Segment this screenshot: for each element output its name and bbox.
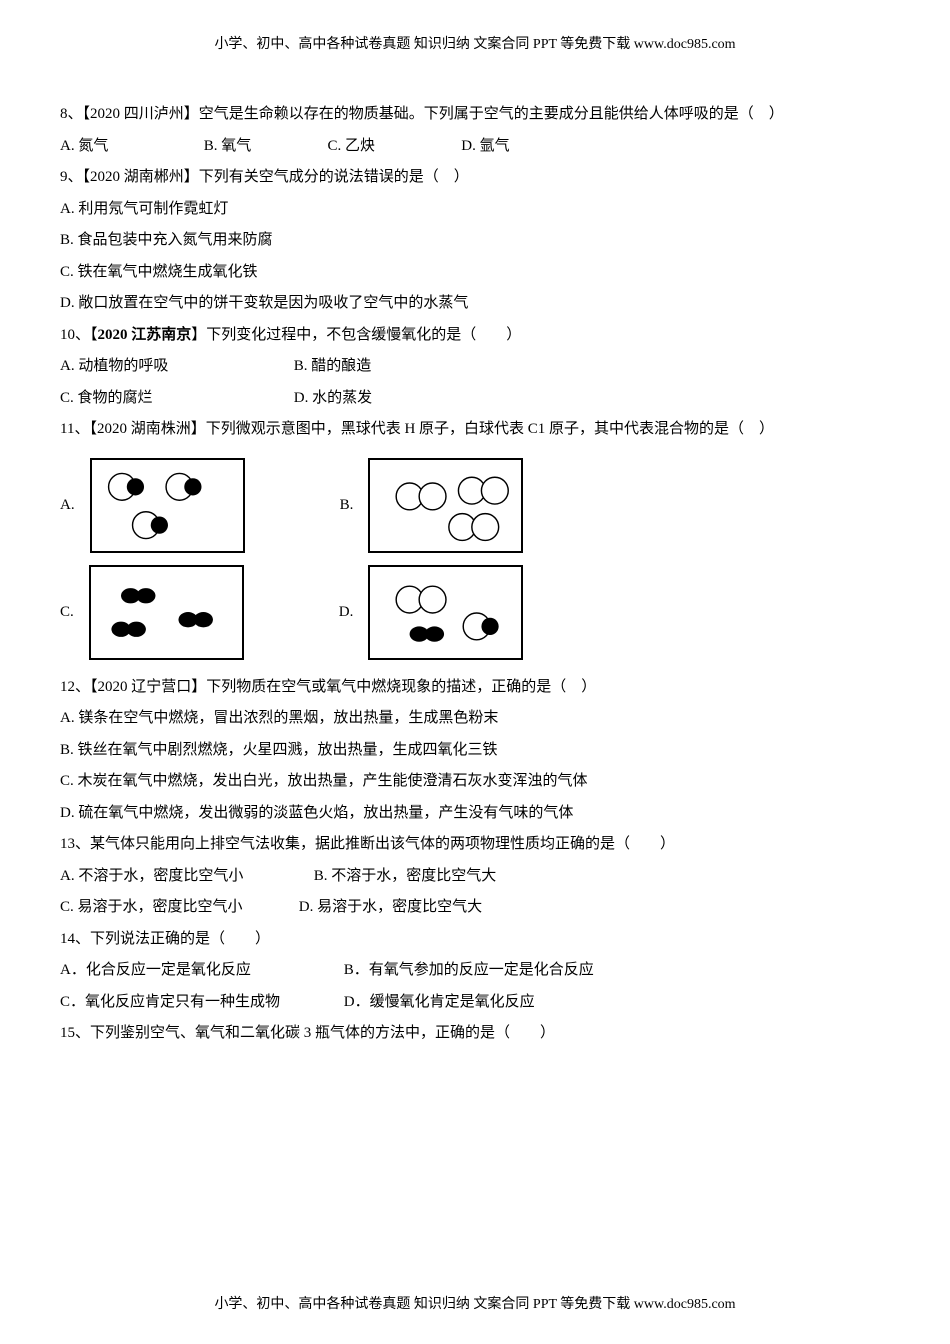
q8-optA: A. 氮气 <box>60 131 200 163</box>
q13-row2: C. 易溶于水，密度比空气小 D. 易溶于水，密度比空气大 <box>60 892 890 924</box>
q10-optB: B. 醋的酿造 <box>294 358 372 374</box>
q10-row1: A. 动植物的呼吸 B. 醋的酿造 <box>60 351 890 383</box>
q12-optA: A. 镁条在空气中燃烧，冒出浓烈的黑烟，放出热量，生成黑色粉末 <box>60 703 890 735</box>
q10-row2: C. 食物的腐烂 D. 水的蒸发 <box>60 383 890 415</box>
page-footer: 小学、初中、高中各种试卷真题 知识归纳 文案合同 PPT 等免费下载 www.d… <box>0 1290 950 1319</box>
q13-optC: C. 易溶于水，密度比空气小 <box>60 892 295 924</box>
q14-row1: A．化合反应一定是氧化反应 B．有氧气参加的反应一定是化合反应 <box>60 955 890 987</box>
q10-optD: D. 水的蒸发 <box>294 390 372 406</box>
q14-optD: D．缓慢氧化肯定是氧化反应 <box>344 994 535 1010</box>
q11-labelC: C. <box>60 597 74 629</box>
q13-optB: B. 不溶于水，密度比空气大 <box>314 868 497 884</box>
q11-labelB: B. <box>340 490 354 522</box>
q10-text: 10、【2020 江苏南京】下列变化过程中，不包含缓慢氧化的是（ ） <box>60 320 890 352</box>
q11-row2: C. D. <box>60 565 890 660</box>
q14-optA: A．化合反应一定是氧化反应 <box>60 955 340 987</box>
q10-optA: A. 动植物的呼吸 <box>60 351 290 383</box>
q11-diagramC <box>89 565 244 660</box>
q8-optB: B. 氧气 <box>204 131 324 163</box>
q13-optA: A. 不溶于水，密度比空气小 <box>60 861 310 893</box>
q10-suffix: 】下列变化过程中，不包含缓慢氧化的是（ ） <box>191 327 521 343</box>
q8-options: A. 氮气 B. 氧气 C. 乙炔 D. 氩气 <box>60 131 890 163</box>
q12-optB: B. 铁丝在氧气中剧烈燃烧，火星四溅，放出热量，生成四氧化三铁 <box>60 735 890 767</box>
q14-text: 14、下列说法正确的是（ ） <box>60 924 890 956</box>
q9-optD: D. 敞口放置在空气中的饼干变软是因为吸收了空气中的水蒸气 <box>60 288 890 320</box>
q11-row1: A. B. <box>60 458 890 553</box>
q8-text: 8、【2020 四川泸州】空气是生命赖以存在的物质基础。下列属于空气的主要成分且… <box>60 99 890 131</box>
q11-labelA: A. <box>60 490 75 522</box>
q15-text: 15、下列鉴别空气、氧气和二氧化碳 3 瓶气体的方法中，正确的是（ ） <box>60 1018 890 1050</box>
q10-bold: 2020 江苏南京 <box>98 327 192 343</box>
q9-text: 9、【2020 湖南郴州】下列有关空气成分的说法错误的是（ ） <box>60 162 890 194</box>
q11-diagramD <box>368 565 523 660</box>
q14-optB: B．有氧气参加的反应一定是化合反应 <box>344 962 594 978</box>
q13-text: 13、某气体只能用向上排空气法收集，据此推断出该气体的两项物理性质均正确的是（ … <box>60 829 890 861</box>
q11-text: 11、【2020 湖南株洲】下列微观示意图中，黑球代表 H 原子，白球代表 C1… <box>60 414 890 446</box>
content-area: 8、【2020 四川泸州】空气是生命赖以存在的物质基础。下列属于空气的主要成分且… <box>60 99 890 1050</box>
q9-optA: A. 利用氖气可制作霓虹灯 <box>60 194 890 226</box>
q9-optC: C. 铁在氧气中燃烧生成氧化铁 <box>60 257 890 289</box>
q10-optC: C. 食物的腐烂 <box>60 383 290 415</box>
q12-optC: C. 木炭在氧气中燃烧，发出白光，放出热量，产生能使澄清石灰水变浑浊的气体 <box>60 766 890 798</box>
q11-labelD: D. <box>339 597 354 629</box>
q13-optD: D. 易溶于水，密度比空气大 <box>299 899 482 915</box>
q8-optC: C. 乙炔 <box>328 131 458 163</box>
q9-optB: B. 食品包装中充入氮气用来防腐 <box>60 225 890 257</box>
q8-optD: D. 氩气 <box>461 138 509 154</box>
q14-row2: C．氧化反应肯定只有一种生成物 D．缓慢氧化肯定是氧化反应 <box>60 987 890 1019</box>
q12-text: 12、【2020 辽宁营口】下列物质在空气或氧气中燃烧现象的描述，正确的是（ ） <box>60 672 890 704</box>
q14-optC: C．氧化反应肯定只有一种生成物 <box>60 987 340 1019</box>
q12-optD: D. 硫在氧气中燃烧，发出微弱的淡蓝色火焰，放出热量，产生没有气味的气体 <box>60 798 890 830</box>
q11-diagramB <box>368 458 523 553</box>
q11-diagramA <box>90 458 245 553</box>
q13-row1: A. 不溶于水，密度比空气小 B. 不溶于水，密度比空气大 <box>60 861 890 893</box>
page-header: 小学、初中、高中各种试卷真题 知识归纳 文案合同 PPT 等免费下载 www.d… <box>60 30 890 59</box>
q10-prefix: 10、【 <box>60 327 98 343</box>
